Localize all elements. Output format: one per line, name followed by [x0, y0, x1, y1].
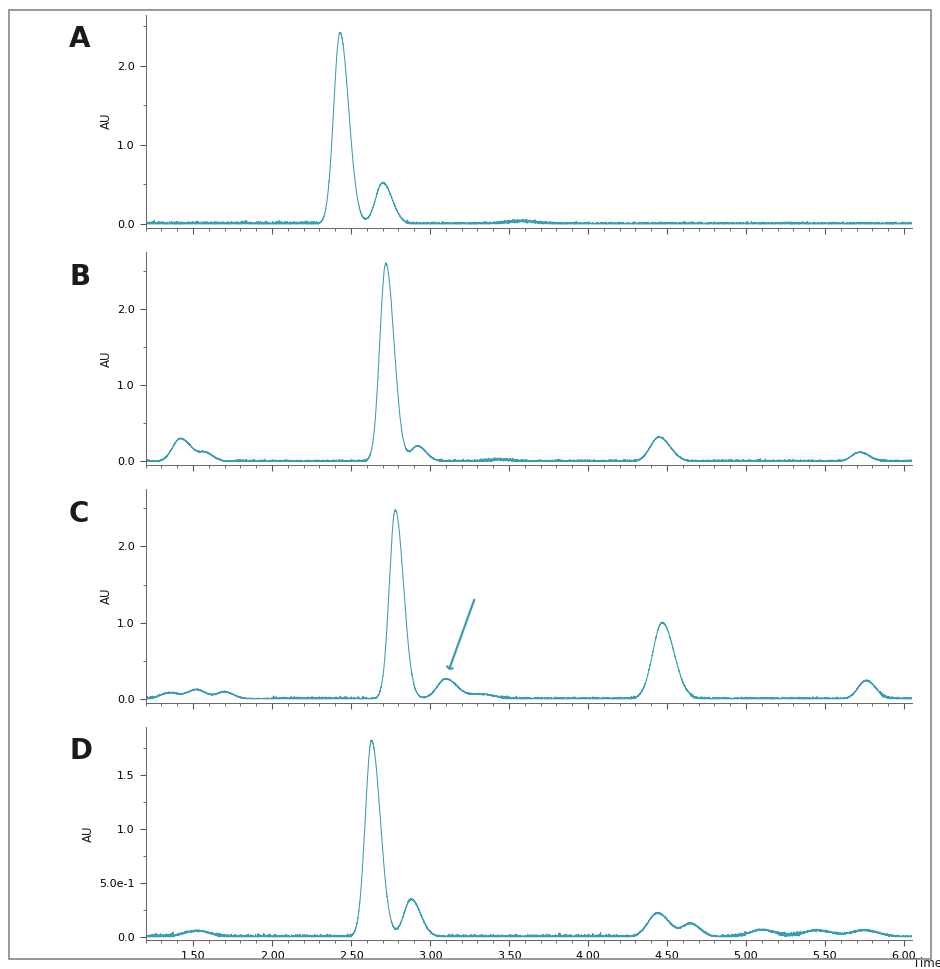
Y-axis label: AU: AU — [100, 587, 113, 605]
Y-axis label: AU: AU — [82, 825, 95, 842]
Text: Time: Time — [913, 957, 940, 969]
Text: A: A — [70, 25, 90, 53]
Text: D: D — [70, 737, 92, 766]
Y-axis label: AU: AU — [100, 350, 113, 367]
Y-axis label: AU: AU — [100, 112, 113, 130]
Text: B: B — [70, 263, 90, 291]
Text: C: C — [70, 500, 89, 528]
